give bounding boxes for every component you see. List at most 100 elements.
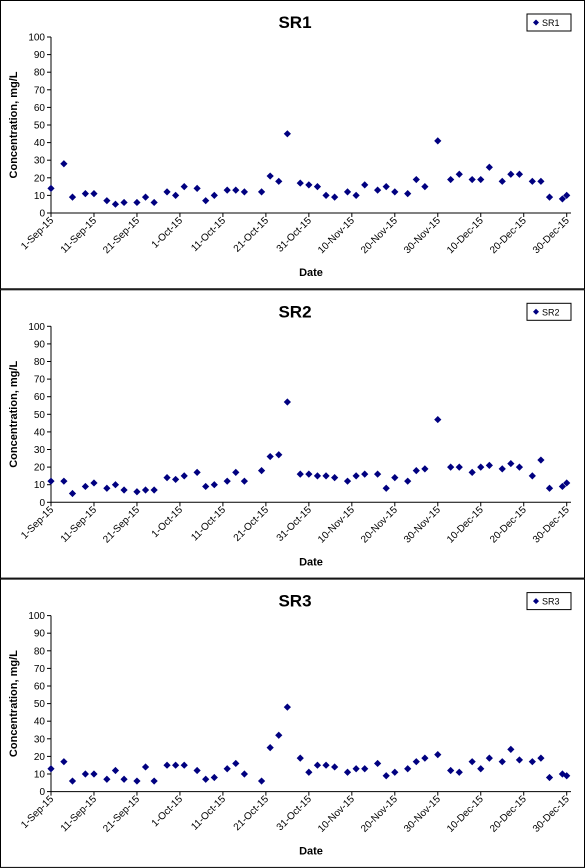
y-tick-label: 60 — [34, 682, 46, 693]
y-tick-label: 40 — [34, 427, 46, 438]
y-tick-label: 20 — [34, 173, 46, 184]
data-point — [352, 191, 360, 199]
data-point — [150, 198, 158, 207]
y-tick-label: 80 — [34, 646, 46, 657]
data-point — [537, 456, 545, 464]
x-axis-label: Date — [299, 556, 323, 568]
y-tick-label: 20 — [34, 463, 46, 474]
data-point — [141, 486, 150, 494]
data-point — [374, 186, 382, 194]
data-point — [193, 184, 201, 192]
data-point — [223, 186, 231, 194]
data-point — [498, 465, 506, 473]
data-point — [412, 175, 420, 184]
y-tick-label: 90 — [34, 50, 46, 61]
data-point — [563, 479, 571, 487]
data-point — [81, 190, 89, 198]
data-point — [343, 188, 352, 196]
y-tick-label: 80 — [34, 68, 46, 79]
data-point — [111, 200, 120, 208]
data-point — [404, 190, 412, 198]
data-point — [141, 193, 150, 201]
data-point — [133, 777, 141, 785]
y-tick-label: 100 — [28, 611, 45, 622]
data-point — [331, 193, 339, 201]
y-tick-label: 60 — [34, 392, 46, 403]
y-tick-label: 70 — [34, 85, 46, 96]
data-point — [202, 775, 210, 783]
data-point — [558, 195, 567, 203]
data-point — [352, 765, 360, 773]
y-tick-label: 40 — [34, 717, 46, 728]
data-point — [515, 170, 524, 178]
data-point — [103, 197, 111, 205]
data-point — [47, 184, 55, 192]
y-tick-label: 50 — [34, 410, 46, 421]
data-point — [163, 474, 171, 482]
data-point — [283, 130, 291, 138]
data-point — [210, 191, 218, 199]
data-point — [223, 765, 231, 773]
data-point — [477, 463, 485, 471]
data-point — [485, 163, 493, 171]
panel-border — [0, 289, 585, 579]
data-point — [498, 177, 506, 185]
data-point — [447, 175, 455, 184]
data-point — [477, 765, 485, 773]
chart-title: SR2 — [278, 302, 311, 321]
data-point — [68, 777, 77, 785]
data-point — [120, 198, 128, 207]
data-point — [477, 175, 485, 184]
data-point — [90, 190, 98, 198]
legend-label: SR3 — [542, 597, 560, 607]
y-tick-label: 90 — [34, 629, 46, 640]
data-point — [283, 398, 291, 406]
data-point — [515, 463, 524, 471]
y-tick-label: 30 — [34, 156, 46, 167]
data-point — [545, 193, 554, 201]
data-point — [141, 763, 150, 771]
x-axis-label: Date — [299, 267, 323, 279]
data-point — [507, 170, 515, 178]
data-point — [434, 137, 442, 145]
data-point — [447, 766, 455, 775]
data-point — [240, 477, 248, 485]
data-point — [537, 754, 545, 762]
data-point — [455, 463, 463, 471]
chart-title: SR3 — [278, 592, 311, 611]
y-tick-label: 100 — [28, 322, 45, 333]
data-point — [150, 777, 158, 785]
data-point — [120, 486, 128, 494]
data-point — [447, 463, 455, 471]
data-point — [528, 177, 536, 185]
legend-marker — [533, 19, 539, 26]
data-point — [60, 160, 68, 168]
data-point — [515, 756, 524, 764]
data-point — [60, 477, 68, 485]
data-point — [305, 181, 313, 189]
data-point — [507, 745, 515, 753]
y-tick-label: 60 — [34, 103, 46, 114]
y-tick-label: 80 — [34, 357, 46, 368]
data-point — [485, 754, 493, 762]
data-point — [537, 177, 545, 185]
data-point — [257, 467, 266, 475]
data-point — [47, 765, 55, 773]
data-point — [120, 775, 128, 783]
data-point — [223, 477, 231, 485]
y-tick-label: 20 — [34, 752, 46, 763]
data-point — [412, 467, 420, 475]
chart-title: SR1 — [278, 13, 311, 32]
data-point — [150, 486, 158, 494]
data-point — [68, 193, 77, 201]
data-point — [266, 172, 274, 180]
data-point — [133, 488, 141, 496]
legend-label: SR1 — [542, 18, 560, 28]
data-point — [257, 188, 266, 196]
data-point — [180, 183, 188, 191]
y-tick-label: 30 — [34, 734, 46, 745]
legend-label: SR2 — [542, 307, 560, 317]
